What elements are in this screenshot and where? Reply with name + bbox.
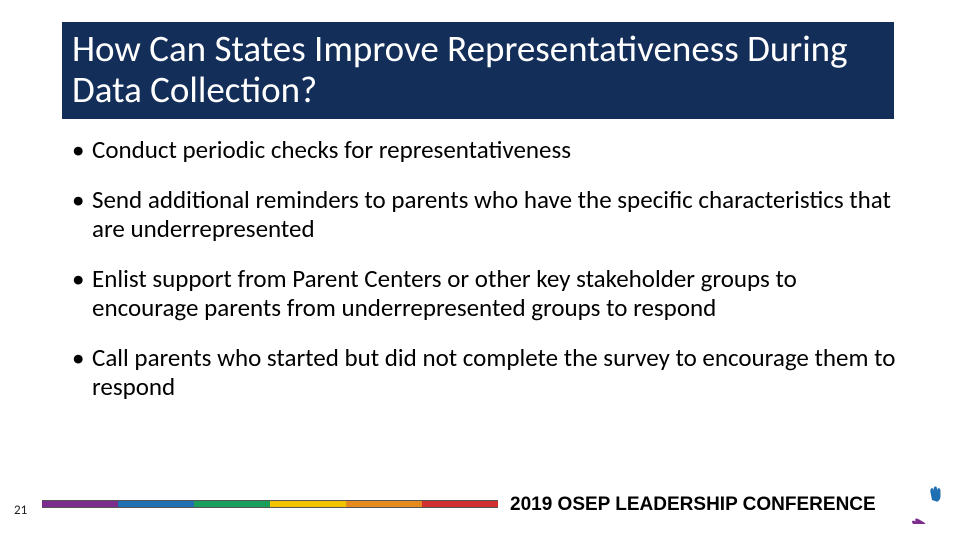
stripe-segment bbox=[194, 501, 270, 507]
rainbow-stripe bbox=[42, 500, 498, 508]
slide-title: How Can States Improve Representativenes… bbox=[72, 28, 884, 111]
stripe-segment bbox=[118, 501, 194, 507]
list-item: Conduct periodic checks for representati… bbox=[72, 135, 908, 165]
hands-logo-icon bbox=[910, 480, 954, 524]
list-item: Enlist support from Parent Centers or ot… bbox=[72, 264, 908, 323]
conference-label: 2019 OSEP LEADERSHIP CONFERENCE bbox=[510, 494, 876, 516]
page-number: 21 bbox=[14, 503, 27, 518]
stripe-segment bbox=[422, 501, 498, 507]
slide: How Can States Improve Representativenes… bbox=[0, 0, 960, 540]
list-item: Call parents who started but did not com… bbox=[72, 343, 908, 402]
bullet-list: Conduct periodic checks for representati… bbox=[72, 135, 908, 402]
title-box: How Can States Improve Representativenes… bbox=[62, 22, 894, 119]
stripe-segment bbox=[42, 501, 118, 507]
footer: 21 2019 OSEP LEADERSHIP CONFERENCE bbox=[0, 490, 960, 526]
content-area: Conduct periodic checks for representati… bbox=[72, 135, 908, 422]
stripe-segment bbox=[346, 501, 422, 507]
stripe-segment bbox=[270, 501, 346, 507]
list-item: Send additional reminders to parents who… bbox=[72, 185, 908, 244]
